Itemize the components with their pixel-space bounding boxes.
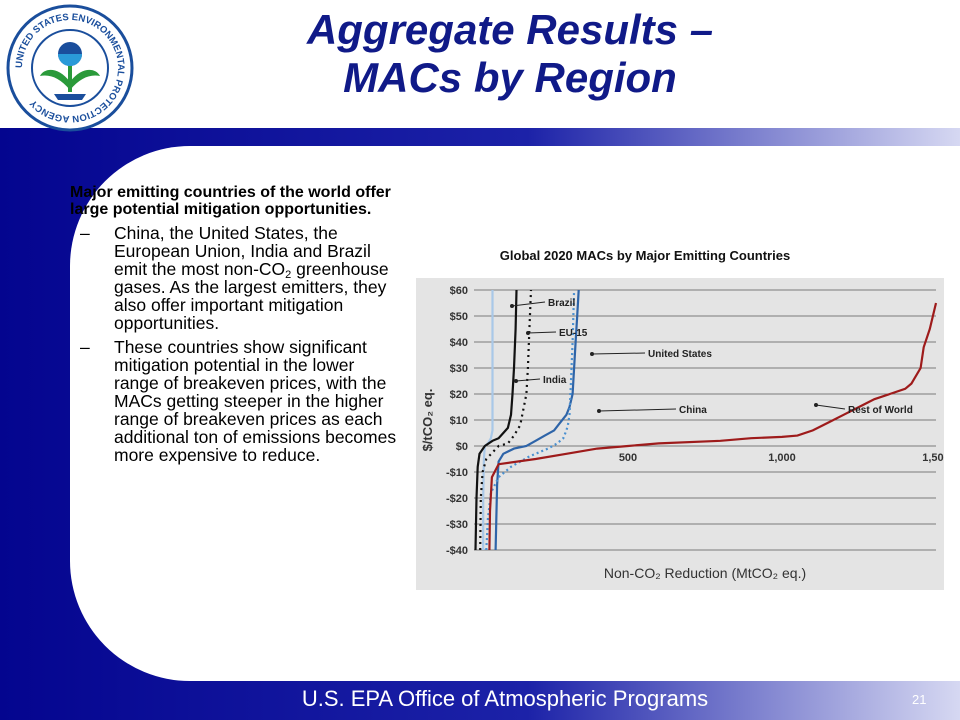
annotation-arrowhead xyxy=(597,409,601,413)
bullet-list: Major emitting countries of the world of… xyxy=(70,184,400,464)
annotation-arrowhead xyxy=(514,379,518,383)
title-line-2: MACs by Region xyxy=(343,54,677,101)
annotation-label: India xyxy=(543,375,567,386)
mac-chart: $60 $50 $40 $30 $20 $10 $0 -$10 -$20 -$30 -$40 500 1… xyxy=(420,285,944,581)
bullet-text: These countries show significant mitigat… xyxy=(114,337,397,465)
annotation-label: China xyxy=(679,405,707,416)
series-line-eu-15 xyxy=(479,289,533,551)
annotation-arrowhead xyxy=(510,304,514,308)
annotation-arrow xyxy=(515,378,541,382)
annotation-arrowhead xyxy=(814,403,818,407)
bullet-item: – These countries show significant mitig… xyxy=(70,338,400,464)
y-axis-label: $/tCO₂ eq. xyxy=(420,389,435,452)
epa-logo: UNITED STATES ENVIRONMENTAL PROTECTION A… xyxy=(6,4,134,132)
bullet-text-cont: greenhouse gases. As the largest emitter… xyxy=(114,259,389,333)
annotation-arrowhead xyxy=(526,331,530,335)
bullet-dash: – xyxy=(80,337,90,357)
page-number: 21 xyxy=(912,692,927,707)
annotation-arrow xyxy=(591,352,646,355)
chart-title: Global 2020 MACs by Major Emitting Count… xyxy=(499,248,791,263)
annotation-arrow xyxy=(598,408,677,412)
annotation-arrow xyxy=(511,301,546,307)
x-tick-label: 500 xyxy=(619,452,637,464)
y-tick-label: -$10 xyxy=(446,467,468,479)
annotation-label: EU-15 xyxy=(559,328,588,339)
x-axis-label: Non-CO₂ Reduction (MtCO₂ eq.) xyxy=(604,565,806,581)
bullet-text: China, the United States, the European U… xyxy=(114,223,371,279)
series-line-rest-of-world xyxy=(488,302,938,551)
y-tick-label: $20 xyxy=(450,389,468,401)
annotation-label: Brazil xyxy=(548,298,575,309)
annotation-arrow xyxy=(527,331,557,334)
subscript-2: 2 xyxy=(285,269,292,281)
chart-container: $60 $50 $40 $30 $20 $10 $0 -$10 -$20 -$30 -$40 500 1… xyxy=(416,278,944,590)
annotation-label: United States xyxy=(648,349,712,360)
bullet-dash: – xyxy=(80,223,90,243)
y-tick-label: $10 xyxy=(450,415,468,427)
y-tick-label: -$30 xyxy=(446,519,468,531)
y-tick-label: $0 xyxy=(456,441,468,453)
y-tick-label: $40 xyxy=(450,337,468,349)
annotation-arrow xyxy=(815,404,846,410)
lead-paragraph: Major emitting countries of the world of… xyxy=(70,184,391,218)
bullet-item: – China, the United States, the European… xyxy=(70,224,400,332)
y-tick-label: $50 xyxy=(450,311,468,323)
annotation-arrowhead xyxy=(590,352,594,356)
slide-title: Aggregate Results – MACs by Region xyxy=(260,6,760,102)
x-tick-label: 1,000 xyxy=(768,452,796,464)
y-tick-label: $30 xyxy=(450,363,468,375)
title-line-1: Aggregate Results – xyxy=(306,6,714,53)
footer-text: U.S. EPA Office of Atmospheric Programs xyxy=(301,686,709,711)
annotation-label: Rest of World xyxy=(848,405,913,416)
x-tick-label: 1,500 xyxy=(922,452,944,464)
series-line-india xyxy=(474,289,518,551)
y-tick-label: -$40 xyxy=(446,545,468,557)
y-tick-label: -$20 xyxy=(446,493,468,505)
y-tick-label: $60 xyxy=(450,285,468,297)
